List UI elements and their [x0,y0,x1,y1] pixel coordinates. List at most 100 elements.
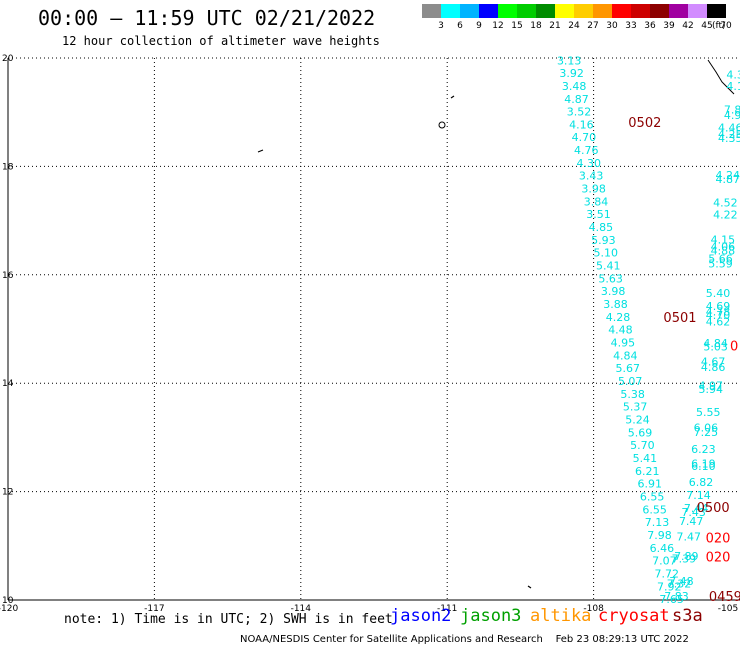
coastline [707,59,735,95]
wave-height-value: 7.92 [657,580,682,593]
wave-height-value: 5.69 [628,427,653,440]
time-label: 0 [730,339,738,354]
lon-tick-label: -105 [718,604,738,614]
island-marker [527,585,532,589]
map-subtitle: 12 hour collection of altimeter wave hei… [62,34,380,48]
wave-height-value: 5.59 [708,257,733,270]
colorbar-swatch [460,4,479,18]
colorbar-label: 33 [625,21,637,31]
colorbar-label: 39 [663,21,675,31]
wave-height-value: 4.87 [716,173,740,186]
colorbar-swatch [498,4,517,18]
lat-tick-label: 16 [2,271,14,281]
wave-height-value: 3.88 [603,298,628,311]
wave-height-value: 6.10 [691,460,716,473]
colorbar-label: 21 [549,21,561,31]
wave-height-value: 4.87 [564,93,589,106]
lon-tick-label: -114 [291,604,312,614]
wave-height-value: 7.13 [645,516,670,529]
colorbar-label: 9 [476,21,482,31]
colorbar-swatch [688,4,707,18]
colorbar-swatch [422,4,441,18]
wave-height-value: 4.24 [716,169,740,182]
wave-height-value: 7.25 [694,426,719,439]
wave-height-value: 7.43 [681,506,706,519]
wave-height-value: 7.39 [672,552,697,565]
colorbar-swatch [555,4,574,18]
lon-tick-label: -108 [583,604,604,614]
footer-credit: NOAA/NESDIS Center for Satellite Applica… [240,634,689,645]
wave-height-value: 4.06 [711,241,736,254]
colorbar-swatch [593,4,612,18]
wave-height-value: 3.52 [567,106,592,119]
wave-height-value: 5.93 [591,234,616,247]
colorbar-label: 15 [511,21,523,31]
colorbar-label: 6 [457,21,463,31]
colorbar-swatch [517,4,536,18]
colorbar-label: 36 [644,21,656,31]
wave-height-value: 4.62 [706,315,731,328]
wave-height-value: 7.07 [652,554,677,567]
wave-height-value: 4.16 [569,119,594,132]
colorbar-label: 70 [720,21,732,31]
lat-tick-label: 18 [2,162,14,172]
time-label: 0459 [709,590,740,605]
wave-height-value: 7.32 [667,578,692,591]
wave-height-value: 4.30 [576,157,601,170]
wave-height-value: 4.70 [572,131,597,144]
wave-height-value: 4.1 [726,80,740,93]
wave-height-value: 5.07 [618,375,643,388]
wave-height-value: 6.91 [637,477,662,490]
wave-height-value: 7.83 [664,590,689,603]
colorbar-swatch [479,4,498,18]
colorbar-swatch [536,4,555,18]
colorbar-swatch [612,4,631,18]
wave-height-value: 6.55 [642,503,667,516]
wave-height-value: 3.51 [586,208,611,221]
wave-height-value: 6.19 [691,457,716,470]
wave-height-value: 5.37 [623,401,648,414]
wave-height-value: 5.63 [598,273,623,286]
wave-height-value: 6.21 [635,465,660,478]
time-label: 020 [706,532,731,547]
colorbar-swatch [669,4,688,18]
wave-height-value: 4.46 [718,121,740,134]
wave-height-value: 4.25 [718,128,740,141]
map-grid [7,57,740,601]
wave-height-value: 5.67 [616,362,641,375]
wave-height-value: 4.35 [718,132,740,145]
wave-height-value: 7.14 [686,489,711,502]
satellite-legend-s3a: s3a [672,606,703,626]
colorbar-label: 30 [606,21,618,31]
wave-height-value: 4.69 [706,300,731,313]
satellite-legend-jason2: jason2 [390,606,452,626]
time-labels: 0502 0501 0500 0459 020 020 0 [628,116,740,605]
wave-height-value: 4.67 [701,356,726,369]
wave-height-value: 3.43 [579,170,604,183]
colorbar-label: 27 [587,21,599,31]
wave-height-value: 4.9 [724,109,740,122]
wave-height-value: 7.89 [674,550,699,563]
colorbar-swatch [707,4,726,18]
map-title: 00:00 – 11:59 UTC 02/21/2022 [38,6,376,30]
colorbar-label: 3 [438,21,444,31]
wave-height-value: 3.84 [584,196,609,209]
axis-tick-labels: -120 -117 -114 -111 -108 -105 10 12 14 16 18 20 [0,54,738,614]
wave-height-value: 6.23 [691,443,716,456]
wave-height-value: 4.95 [611,337,636,350]
wave-height-value: 7.98 [647,529,672,542]
wave-height-value: 7.44 [684,502,709,515]
wave-height-value: 3.48 [562,80,587,93]
wave-height-value: 4.22 [713,209,738,222]
wave-height-value: 3.92 [559,67,584,80]
wave-height-value: 4.76 [574,144,599,157]
wave-height-value: 6.82 [689,476,714,489]
wave-height-value: 5.40 [706,287,731,300]
satellite-legend-altika: altika [530,606,592,626]
wave-height-value: 5.41 [596,260,621,273]
wave-height-value: 6.06 [694,422,719,435]
wave-height-value: 5.38 [620,388,645,401]
wave-height-value: 4.3 [726,68,740,81]
wave-height-value: 5.70 [630,439,655,452]
